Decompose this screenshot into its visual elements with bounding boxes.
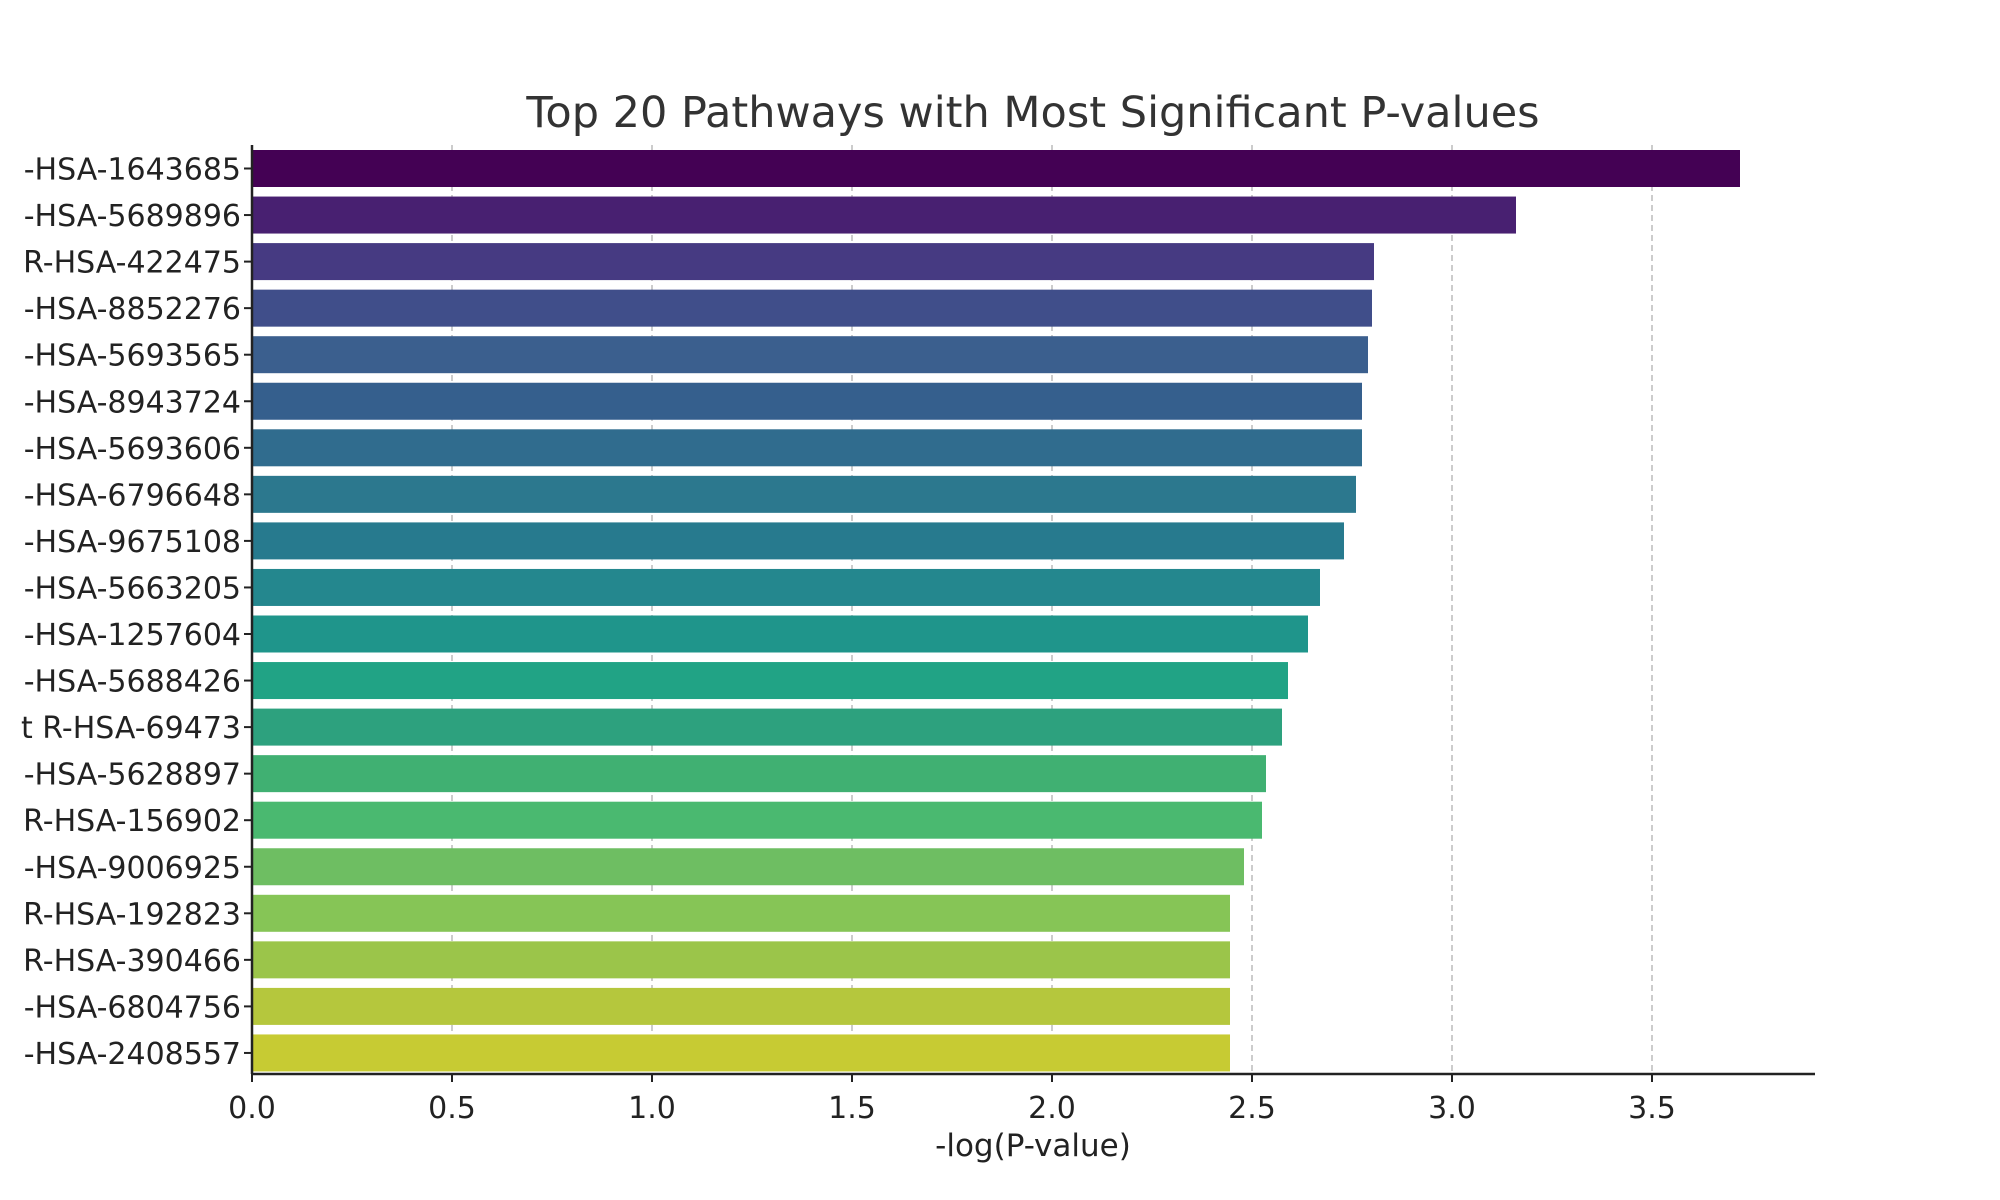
y-tick-label: -HSA-6804756	[24, 990, 241, 1025]
x-tick-label: 0.5	[428, 1091, 476, 1126]
bar	[252, 708, 1282, 746]
x-tick-labels: 0.0 0.5 1.0 1.5 2.0 2.5 3.0 3.5	[228, 1074, 1676, 1126]
y-tick-label: -HSA-5628897	[24, 758, 241, 793]
y-tick-label: -HSA-5693606	[24, 432, 241, 467]
y-tick-label: -HSA-9006925	[24, 851, 241, 886]
bar	[252, 801, 1262, 839]
y-tick-labels: -HSA-1643685 -HSA-5689896 R-HSA-422475 -HSA…	[21, 153, 252, 1072]
bar	[252, 662, 1288, 700]
grid-lines	[451, 145, 1653, 1074]
bar	[252, 848, 1244, 886]
bar	[252, 755, 1266, 793]
bar	[252, 1034, 1230, 1072]
bar	[252, 522, 1344, 560]
bars	[252, 150, 1740, 1072]
y-tick-label: -HSA-6796648	[24, 478, 241, 513]
y-tick-label: -HSA-5663205	[24, 571, 241, 606]
x-tick-label: 2.5	[1228, 1091, 1276, 1126]
bar	[252, 289, 1372, 327]
chart-title: Top 20 Pathways with Most Significant P-…	[525, 88, 1539, 138]
x-tick-label: 1.0	[628, 1091, 676, 1126]
y-tick-label: -HSA-1257604	[24, 618, 241, 653]
bar	[252, 941, 1230, 979]
y-tick-label: -HSA-5688426	[24, 665, 241, 700]
bar	[252, 615, 1308, 653]
y-tick-label: -HSA-9675108	[24, 525, 241, 560]
y-tick-label: -HSA-1643685	[24, 153, 241, 188]
x-tick-label: 1.5	[828, 1091, 876, 1126]
bar	[252, 243, 1374, 281]
bar	[252, 894, 1230, 932]
x-tick-label: 0.0	[228, 1091, 276, 1126]
bar	[252, 382, 1362, 420]
y-tick-label: R-HSA-422475	[23, 246, 241, 281]
bar	[252, 475, 1356, 513]
y-tick-label: -HSA-8943724	[24, 385, 241, 420]
y-tick-label: -HSA-5693565	[24, 339, 241, 374]
x-axis-label: -log(P-value)	[935, 1128, 1131, 1164]
y-tick-label: -HSA-8852276	[24, 292, 241, 327]
x-tick-label: 3.5	[1628, 1091, 1676, 1126]
bar	[252, 568, 1320, 606]
y-tick-label: -HSA-2408557	[24, 1037, 241, 1072]
bar	[252, 196, 1516, 234]
bar	[252, 429, 1362, 467]
y-tick-label: R-HSA-156902	[23, 804, 241, 839]
y-tick-label: R-HSA-192823	[23, 897, 241, 932]
bar	[252, 336, 1368, 374]
x-tick-label: 2.0	[1028, 1091, 1076, 1126]
y-tick-label: R-HSA-390466	[23, 944, 241, 979]
y-tick-label: t R-HSA-69473	[21, 711, 241, 746]
x-tick-label: 3.0	[1428, 1091, 1476, 1126]
bar	[252, 987, 1230, 1025]
bar	[252, 150, 1740, 187]
y-tick-label: -HSA-5689896	[24, 199, 241, 234]
